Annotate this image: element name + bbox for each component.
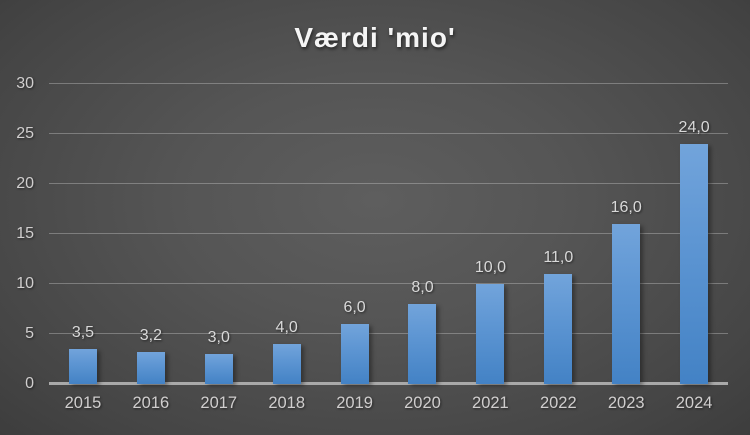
y-tick-label: 15	[16, 225, 34, 242]
x-tick-label: 2020	[404, 394, 441, 412]
y-tick-label: 0	[25, 375, 34, 392]
bar-2021[interactable]: 10,0	[475, 259, 506, 384]
bar-value-label: 8,0	[411, 279, 434, 296]
bar-slot: 8,0	[389, 84, 457, 384]
gridline	[49, 133, 728, 134]
bar-value-label: 16,0	[610, 199, 642, 216]
gridline	[49, 333, 728, 334]
y-tick-label: 25	[16, 125, 34, 142]
bar-value-label: 24,0	[678, 119, 710, 136]
x-axis-line	[49, 382, 728, 385]
y-tick-label: 30	[16, 75, 34, 92]
chart-title: Værdi 'mio'	[294, 22, 456, 53]
bar-2015[interactable]: 3,5	[68, 324, 97, 384]
bar-slot: 3,5	[49, 84, 117, 384]
gridline	[49, 233, 728, 234]
bar-2020[interactable]: 8,0	[408, 279, 437, 384]
x-tick-label: 2024	[675, 394, 713, 412]
bar-value-label: 3,2	[139, 327, 162, 344]
bar-slot: 6,0	[321, 84, 389, 384]
bar-value-label: 3,0	[207, 329, 230, 346]
bar-2017[interactable]: 3,0	[204, 329, 233, 384]
plot-area	[49, 83, 728, 385]
x-tick-label: 2019	[336, 394, 373, 412]
y-tick-label: 20	[16, 175, 34, 192]
bar-slot: 3,2	[117, 84, 185, 384]
bar-slot: 4,0	[253, 84, 321, 384]
bar-2018[interactable]: 4,0	[272, 319, 301, 384]
bar-value-label: 6,0	[343, 299, 366, 316]
x-tick-label: 2015	[64, 394, 102, 412]
bar-slot: 16,0	[592, 84, 660, 384]
bar-slot: 11,0	[524, 84, 592, 384]
y-tick-label: 10	[16, 275, 34, 292]
bar-2016[interactable]: 3,2	[136, 327, 165, 384]
x-tick-label: 2017	[200, 394, 238, 412]
bar-2019[interactable]: 6,0	[340, 299, 369, 384]
gridline	[49, 83, 728, 84]
bar-value-label: 11,0	[543, 249, 574, 266]
bar-2024[interactable]: 24,0	[679, 119, 710, 384]
x-tick-label: 2018	[268, 394, 306, 412]
bar-2022[interactable]: 11,0	[543, 249, 573, 384]
x-tick-label: 2016	[132, 394, 170, 412]
y-tick-label: 5	[25, 325, 34, 342]
gridline	[49, 283, 728, 284]
bar-value-label: 3,5	[71, 324, 95, 341]
bar-slot: 24,0	[660, 84, 728, 384]
x-tick-label: 2023	[607, 394, 645, 412]
bar-slot: 3,0	[185, 84, 253, 384]
bars-row: 3,5 3,2 3,0 4,0 6,0 8,0 10,0 11,0 16,0 24,0	[49, 84, 728, 384]
gridline	[49, 183, 728, 184]
x-tick-label: 2022	[539, 394, 577, 412]
x-tick-label: 2021	[472, 394, 509, 412]
bar-slot: 10,0	[456, 84, 524, 384]
bar-value-label: 10,0	[474, 259, 506, 276]
x-axis-labels: 2015 2016 2017 2018 2019 2020 2021 2022 2023 2024	[49, 394, 728, 416]
bar-2023[interactable]: 16,0	[611, 199, 642, 384]
bar-value-label: 4,0	[275, 319, 298, 336]
